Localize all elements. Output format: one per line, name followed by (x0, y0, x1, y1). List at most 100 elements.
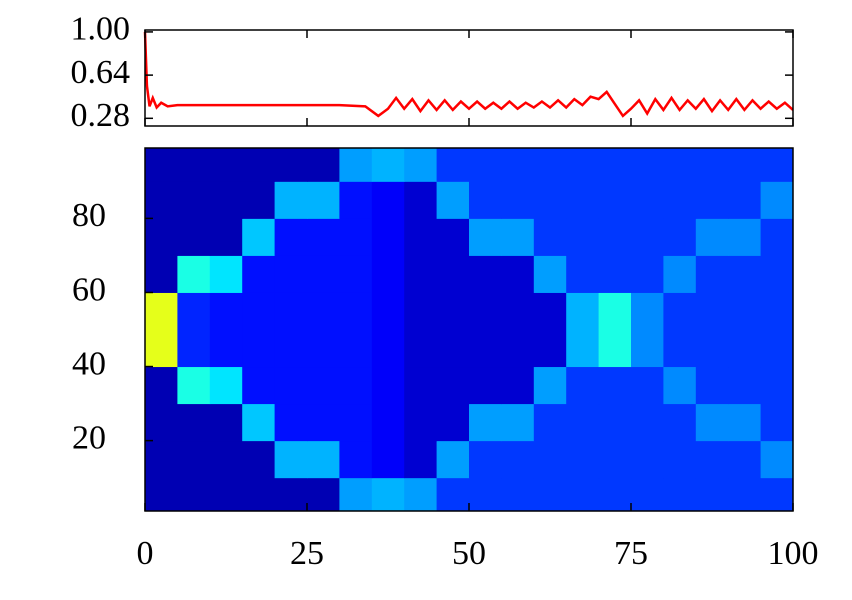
heat-cell (728, 292, 762, 330)
heat-cell (533, 292, 567, 330)
heatmap (145, 148, 793, 511)
plot-frame (144, 29, 794, 127)
heat-cell (404, 292, 438, 330)
heat-cell (145, 255, 178, 293)
heat-cell (760, 218, 793, 256)
heat-cell (631, 403, 664, 442)
heat-cell (274, 181, 308, 219)
heat-cell (631, 218, 664, 256)
heat-cell (728, 477, 762, 511)
heat-cell (371, 477, 405, 511)
heat-cell (533, 477, 567, 511)
heat-cell (598, 181, 632, 219)
heat-cell (501, 440, 535, 479)
data-line (143, 31, 794, 118)
heat-cell (663, 292, 697, 330)
x-tick-label: 75 (614, 535, 648, 572)
heat-cell (631, 148, 664, 182)
heat-cell (469, 403, 502, 442)
heat-cell (760, 181, 793, 219)
heat-cell (145, 477, 178, 511)
heat-cell (598, 329, 632, 368)
heat-cell (663, 148, 697, 182)
heat-cell (177, 255, 211, 293)
heat-cell (728, 148, 762, 182)
heat-cell (242, 181, 276, 219)
heat-cell (501, 255, 535, 293)
heat-cell (404, 255, 438, 293)
heat-cell (695, 181, 729, 219)
heat-cell (469, 181, 502, 219)
heat-cell (242, 440, 276, 479)
heat-cell (242, 292, 276, 330)
plot-frame (144, 147, 794, 512)
heat-cell (598, 403, 632, 442)
heat-cell (501, 366, 535, 405)
heat-cell (339, 255, 373, 293)
heat-cell (566, 181, 600, 219)
heat-cell (663, 218, 697, 256)
heat-cell (598, 292, 632, 330)
heat-cell (436, 218, 470, 256)
heat-cell (209, 218, 243, 256)
heat-cell (145, 440, 178, 479)
heat-cell (274, 255, 308, 293)
heat-cell (663, 181, 697, 219)
heat-cell (436, 403, 470, 442)
heat-cell (533, 440, 567, 479)
heat-cell (436, 366, 470, 405)
heat-cell (339, 218, 373, 256)
heat-cell (598, 218, 632, 256)
heat-cell (760, 366, 793, 405)
heat-cell (533, 148, 567, 182)
heat-cell (631, 366, 664, 405)
heat-cell (566, 292, 600, 330)
y-tick-label: 80 (72, 197, 106, 234)
heat-cell (631, 329, 664, 368)
heat-cell (307, 255, 340, 293)
heat-cell (436, 292, 470, 330)
heat-cell (728, 440, 762, 479)
heat-cell (371, 255, 405, 293)
heat-cell (242, 148, 276, 182)
heat-cell (533, 403, 567, 442)
y-tick-label: 60 (72, 271, 106, 308)
heat-cell (177, 440, 211, 479)
heat-cell (566, 148, 600, 182)
heat-cell (469, 292, 502, 330)
heat-cell (469, 148, 502, 182)
heat-cell (177, 329, 211, 368)
heat-cell (501, 292, 535, 330)
heat-cell (598, 477, 632, 511)
heat-cell (436, 148, 470, 182)
heat-cell (598, 255, 632, 293)
heat-cell (404, 181, 438, 219)
heat-cell (371, 366, 405, 405)
heat-cell (339, 403, 373, 442)
heat-cell (695, 403, 729, 442)
heat-cell (501, 477, 535, 511)
heat-cell (566, 218, 600, 256)
heat-cell (274, 403, 308, 442)
heat-cell (631, 477, 664, 511)
heat-cell (501, 403, 535, 442)
heat-cell (145, 181, 178, 219)
heat-cell (404, 329, 438, 368)
heat-cell (404, 477, 438, 511)
heat-cell (695, 218, 729, 256)
heat-cell (533, 255, 567, 293)
heat-cell (533, 218, 567, 256)
heat-cell (598, 440, 632, 479)
heat-cell (436, 181, 470, 219)
x-tick-label: 25 (290, 535, 324, 572)
heat-cell (242, 403, 276, 442)
heat-cell (404, 403, 438, 442)
heat-cell (209, 440, 243, 479)
heat-cell (404, 218, 438, 256)
heat-cell (307, 218, 340, 256)
heat-cell (371, 292, 405, 330)
heat-cell (631, 292, 664, 330)
heat-cell (145, 218, 178, 256)
heat-cell (728, 366, 762, 405)
